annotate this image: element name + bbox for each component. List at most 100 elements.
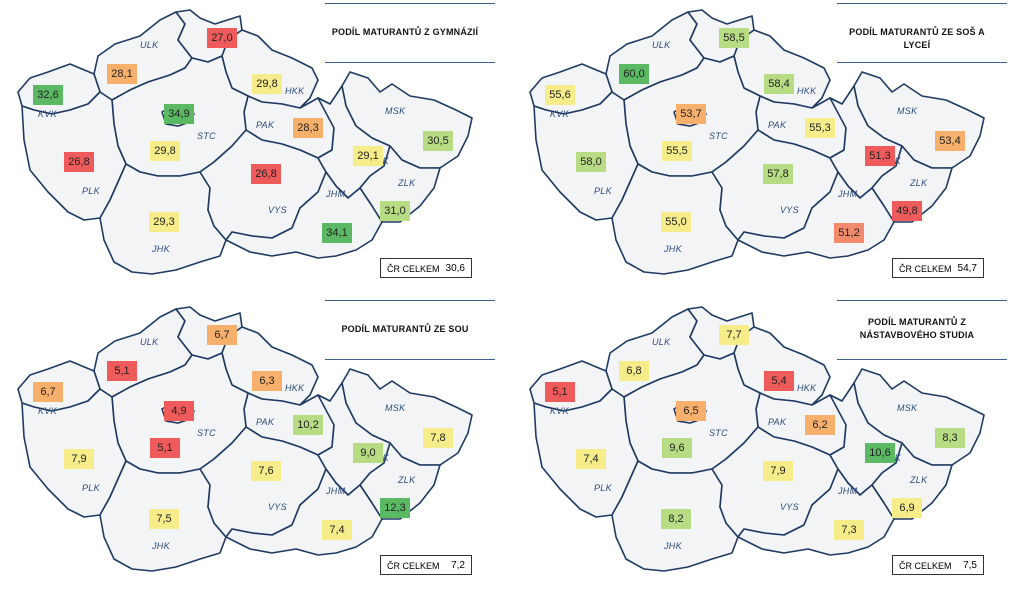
- panel-title: PODÍL MATURANTŮ ZE SOŠ A LYCEÍ: [837, 26, 997, 52]
- country-total-value: 7,2: [451, 560, 465, 571]
- country-total-box: ČR CELKEM 7,2: [380, 555, 472, 575]
- value-vys: 7,9: [763, 461, 793, 481]
- panel-title-line-1: PODÍL MATURANTŮ Z: [867, 317, 967, 327]
- region-label-jhk: JHK: [152, 244, 170, 254]
- region-label-zlk: ZLK: [910, 475, 928, 485]
- region-label-ulk: ULK: [140, 40, 159, 50]
- region-label-hkk: HKK: [285, 383, 305, 393]
- title-rule-2: [325, 62, 495, 63]
- country-total-label: ČR CELKEM: [387, 264, 440, 274]
- region-label-pak: PAK: [256, 417, 275, 427]
- value-lbk: 7,7: [719, 325, 749, 345]
- value-jhm: 7,4: [322, 520, 352, 540]
- region-label-vys: VYS: [268, 205, 287, 215]
- region-label-pak: PAK: [256, 120, 275, 130]
- region-label-jhk: JHK: [152, 541, 170, 551]
- value-vys: 57,8: [763, 164, 793, 184]
- value-msk: 7,8: [423, 428, 453, 448]
- value-hkk: 5,4: [764, 371, 794, 391]
- map-panel-2: KVKULKLBKHKKPAKSTCPLKJHKVYSJHMOLKMSKZLK5…: [512, 0, 1023, 296]
- czech-regions-map: [17, 9, 473, 275]
- region-label-hkk: HKK: [285, 86, 305, 96]
- panel-title-line-1: PODÍL MATURANTŮ Z GYMNÁZIÍ: [331, 27, 479, 37]
- region-label-stc: STC: [197, 131, 216, 141]
- map-panel-1: KVKULKLBKHKKPAKSTCPLKJHKVYSJHMOLKMSKZLK2…: [0, 0, 511, 296]
- region-label-zlk: ZLK: [398, 178, 416, 188]
- region-label-kvk: KVK: [550, 406, 569, 416]
- value-pha: 53,7: [676, 104, 706, 124]
- panel-title: PODÍL MATURANTŮ ZE SOU: [325, 323, 485, 336]
- panel-title-line-1: PODÍL MATURANTŮ ZE SOU: [341, 324, 469, 334]
- country-total-box: ČR CELKEM 7,5: [892, 555, 984, 575]
- value-zlk: 49,8: [892, 201, 922, 221]
- map-panel-4: KVKULKLBKHKKPAKSTCPLKJHKVYSJHMOLKMSKZLK7…: [512, 297, 1023, 593]
- value-lbk: 6,7: [207, 325, 237, 345]
- region-label-zlk: ZLK: [910, 178, 928, 188]
- region-label-msk: MSK: [385, 106, 406, 116]
- region-label-kvk: KVK: [38, 406, 57, 416]
- value-msk: 8,3: [935, 428, 965, 448]
- region-label-plk: PLK: [594, 483, 612, 493]
- value-msk: 53,4: [935, 131, 965, 151]
- region-label-vys: VYS: [780, 205, 799, 215]
- title-rule-1: [837, 300, 1007, 301]
- region-label-plk: PLK: [82, 186, 100, 196]
- title-rule-2: [837, 359, 1007, 360]
- value-jhk: 55,0: [661, 212, 691, 232]
- panel-title: PODÍL MATURANTŮ Z GYMNÁZIÍ: [325, 26, 485, 39]
- region-label-hkk: HKK: [797, 383, 817, 393]
- value-hkk: 58,4: [764, 74, 794, 94]
- region-label-pak: PAK: [768, 120, 787, 130]
- value-olk: 9,0: [353, 443, 383, 463]
- region-label-jhm: JHM: [326, 189, 346, 199]
- region-label-vys: VYS: [268, 502, 287, 512]
- region-label-stc: STC: [197, 428, 216, 438]
- country-total-value: 7,5: [963, 560, 977, 571]
- value-kvk: 6,7: [33, 382, 63, 402]
- panel-title-line-1: PODÍL MATURANTŮ ZE SOŠ A LYCEÍ: [849, 27, 985, 50]
- value-vys: 26,8: [251, 164, 281, 184]
- title-rule-1: [325, 300, 495, 301]
- value-pak: 55,3: [805, 118, 835, 138]
- value-zlk: 6,9: [892, 498, 922, 518]
- value-olk: 29,1: [353, 146, 383, 166]
- country-total-value: 30,6: [445, 263, 465, 274]
- title-rule-1: [837, 3, 1007, 4]
- region-label-msk: MSK: [897, 403, 918, 413]
- region-label-vys: VYS: [780, 502, 799, 512]
- value-plk: 7,4: [576, 449, 606, 469]
- value-plk: 58,0: [576, 152, 606, 172]
- value-kvk: 5,1: [545, 382, 575, 402]
- title-rule-2: [325, 359, 495, 360]
- region-label-kvk: KVK: [38, 109, 57, 119]
- region-label-msk: MSK: [897, 106, 918, 116]
- value-olk: 10,6: [865, 443, 895, 463]
- region-label-ulk: ULK: [652, 337, 671, 347]
- value-plk: 7,9: [64, 449, 94, 469]
- country-total-box: ČR CELKEM 30,6: [380, 258, 472, 278]
- value-ulk: 28,1: [107, 64, 137, 84]
- map-panel-3: KVKULKLBKHKKPAKSTCPLKJHKVYSJHMOLKMSKZLK6…: [0, 297, 511, 593]
- value-kvk: 32,6: [33, 85, 63, 105]
- region-label-kvk: KVK: [550, 109, 569, 119]
- region-label-zlk: ZLK: [398, 475, 416, 485]
- value-pak: 28,3: [293, 118, 323, 138]
- region-label-plk: PLK: [594, 186, 612, 196]
- title-rule-2: [837, 62, 1007, 63]
- region-label-jhk: JHK: [664, 541, 682, 551]
- country-total-label: ČR CELKEM: [899, 264, 952, 274]
- country-total-label: ČR CELKEM: [899, 561, 952, 571]
- country-total-label: ČR CELKEM: [387, 561, 440, 571]
- value-stc: 9,6: [662, 438, 692, 458]
- value-stc: 5,1: [150, 438, 180, 458]
- value-stc: 55,5: [662, 141, 692, 161]
- region-label-hkk: HKK: [797, 86, 817, 96]
- title-rule-1: [325, 3, 495, 4]
- value-pha: 4,9: [164, 401, 194, 421]
- value-vys: 7,6: [251, 461, 281, 481]
- value-jhm: 7,3: [834, 520, 864, 540]
- value-hkk: 29,8: [252, 74, 282, 94]
- region-label-pak: PAK: [768, 417, 787, 427]
- value-pak: 6,2: [805, 415, 835, 435]
